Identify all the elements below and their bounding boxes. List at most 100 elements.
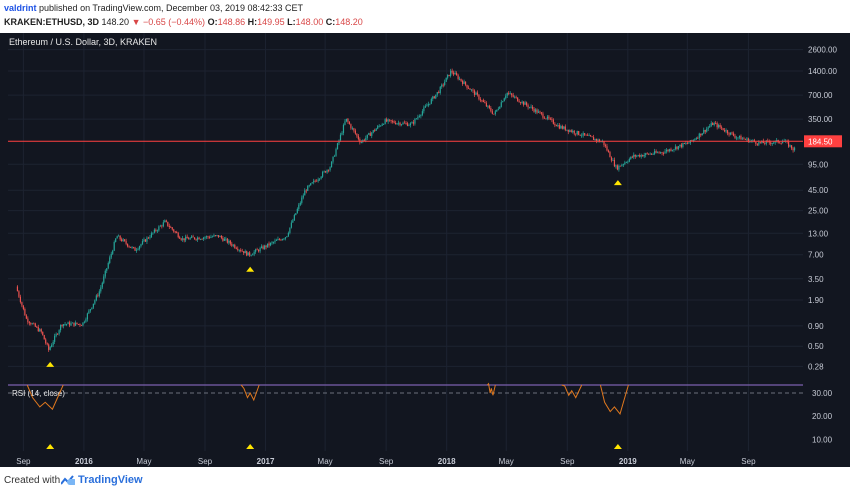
time-axis[interactable]: Sep 2016 May Sep 2017 May Sep 2018 May Sep 2019 May… (0, 453, 850, 467)
candle-body (545, 118, 547, 120)
candle-body (470, 89, 473, 91)
candle-body (266, 243, 269, 248)
candle-body (457, 75, 459, 80)
candle-body (400, 124, 403, 126)
candle-body (299, 202, 301, 205)
candle-body (64, 324, 66, 325)
candle-body (537, 111, 540, 113)
time-tick-label: 2018 (438, 457, 456, 466)
candle-body (548, 116, 550, 119)
candle-body (707, 127, 709, 129)
chart-area[interactable]: RSI (14, close) 2600.00 1400.00 700.00 350.… (0, 33, 850, 467)
candle-body (427, 103, 429, 106)
candle-body (554, 123, 556, 126)
candle-body (57, 333, 59, 335)
candle-body (743, 138, 745, 140)
price-tick-label: 350.00 (808, 115, 833, 124)
candle-body (421, 111, 423, 115)
candle-body (499, 106, 501, 109)
time-tick-label: Sep (560, 457, 575, 466)
candle-body (381, 124, 383, 126)
candle-body (664, 151, 666, 154)
candle-body (464, 81, 467, 85)
price-tick-label: 95.00 (808, 160, 829, 169)
time-tick-label: Sep (379, 457, 394, 466)
candle-body (558, 125, 560, 129)
candle-body (511, 93, 513, 96)
candle-body (552, 119, 554, 124)
low-label: L: (287, 17, 296, 27)
candle-body (776, 139, 778, 141)
candle-body (124, 239, 126, 241)
price-tick-label: 0.28 (808, 362, 824, 371)
candle-body (226, 238, 228, 243)
rsi-pane[interactable]: RSI (14, close) (8, 382, 803, 449)
candle-body (598, 139, 601, 142)
price-chart[interactable]: RSI (14, close) 2600.00 1400.00 700.00 350.… (0, 33, 850, 467)
bottom-marker (46, 361, 55, 367)
candle-body (280, 239, 282, 241)
candle-body (311, 182, 313, 184)
candle-body (97, 295, 99, 297)
candle-body (305, 190, 307, 192)
candle-body (502, 101, 504, 103)
candle-body (269, 242, 272, 246)
candle-body (134, 247, 136, 251)
time-tick-label: Sep (198, 457, 213, 466)
price-tick-label: 0.90 (808, 322, 824, 331)
candle-body (578, 131, 580, 135)
candle-body (141, 241, 144, 245)
candle-body (567, 129, 569, 132)
candle-body (737, 137, 739, 139)
candle-body (217, 235, 220, 237)
candle-body (454, 73, 456, 75)
candle-body (375, 128, 377, 131)
candle-body (634, 154, 636, 157)
candle-body (188, 238, 190, 240)
rsi-tick-label: 10.00 (812, 435, 833, 444)
rsi-line-segment (240, 384, 260, 402)
bottom-marker (613, 180, 622, 186)
candle-body (298, 204, 300, 209)
candle-body (793, 147, 796, 151)
grid-lines (8, 33, 803, 451)
candle-body (80, 325, 83, 326)
candle-body (372, 130, 374, 133)
candle-body (685, 142, 687, 144)
candle-body (301, 197, 303, 203)
candle-body (692, 139, 694, 141)
close-value: 148.20 (335, 17, 363, 27)
tradingview-brand-link[interactable]: TradingView (78, 474, 143, 486)
candle-body (177, 233, 179, 238)
candle-body (445, 77, 447, 82)
candle-body (39, 329, 41, 332)
candle-body (543, 117, 546, 119)
candle-body (323, 171, 325, 173)
candle-body (100, 287, 102, 292)
candle-body (319, 178, 321, 180)
price-tick-label: 0.50 (808, 342, 824, 351)
candle-body (295, 213, 297, 216)
candle-body (198, 237, 200, 240)
candle-body (779, 142, 781, 144)
candle-body (210, 236, 212, 238)
candle-body (89, 309, 91, 311)
candle-body (329, 167, 331, 171)
candle-body (649, 153, 651, 155)
price-tick-label: 25.00 (808, 207, 829, 216)
username-link[interactable]: valdrint (4, 3, 37, 13)
candle-body (514, 96, 516, 98)
price-axis[interactable]: 2600.00 1400.00 700.00 350.00 95.00 45.00 25.0… (803, 33, 850, 467)
candle-body (512, 95, 514, 97)
candle-body (16, 286, 19, 292)
candle-body (575, 133, 577, 135)
low-value: 148.00 (295, 17, 324, 27)
candle-body (473, 90, 476, 95)
candle-body (62, 324, 65, 327)
candle-body (677, 146, 680, 149)
candle-body (65, 324, 68, 325)
candle-body (140, 244, 142, 247)
candle-body (320, 176, 322, 179)
candle-body (429, 103, 431, 105)
candle-body (497, 108, 499, 110)
